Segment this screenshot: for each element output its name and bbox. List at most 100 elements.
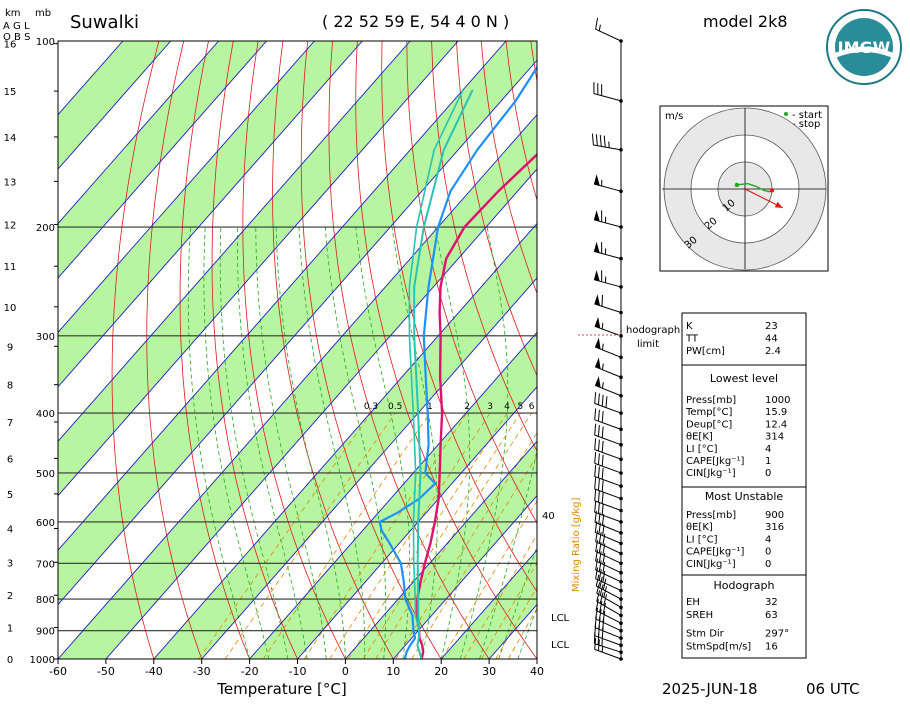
- mixing-ratio-value-label: 5: [518, 402, 524, 412]
- x-axis-label: Temperature [°C]: [216, 680, 346, 698]
- km-tick-label: 9: [7, 342, 13, 353]
- wind-barb-dot: [619, 614, 623, 618]
- mixing-ratio-value-label: 6: [529, 402, 535, 412]
- y-tick-label-mb: 600: [36, 518, 55, 529]
- wind-barb-dot: [619, 597, 623, 601]
- index-label: θE[K]: [686, 522, 713, 533]
- index-value: 0: [765, 559, 771, 570]
- wind-barb-flag: [602, 295, 603, 306]
- km-tick-label: 1: [7, 623, 13, 634]
- hodograph-start-marker: [784, 112, 788, 116]
- km-tick-label: 14: [4, 133, 17, 144]
- wind-barb-dot: [619, 375, 623, 379]
- index-label: Temp[°C]: [685, 407, 733, 418]
- x-tick-label: -10: [289, 665, 307, 678]
- y-tick-label-mb: 500: [36, 469, 55, 480]
- index-value: 0: [765, 468, 771, 479]
- wind-barb-dot: [619, 394, 623, 398]
- wind-barb-dot: [619, 589, 623, 593]
- km-tick-label: 6: [7, 454, 13, 465]
- agl-label: A G L: [3, 21, 30, 32]
- wind-barb-dot: [619, 356, 623, 360]
- hodograph-limit-label-2: limit: [637, 339, 659, 350]
- km-tick-label: 13: [4, 177, 17, 188]
- index-label: EH: [686, 597, 700, 608]
- hodograph-stop-point: [770, 188, 774, 192]
- model-label: model 2k8: [703, 12, 788, 31]
- y-tick-label-mb: 400: [36, 409, 55, 420]
- index-value: 12.4: [765, 419, 787, 430]
- index-value: 316: [765, 522, 784, 533]
- wind-barb-dot: [619, 39, 623, 43]
- index-value: 4: [765, 444, 771, 455]
- index-value: 63: [765, 610, 778, 621]
- wind-barb-dot: [619, 257, 623, 261]
- x-tick-label: -50: [97, 665, 115, 678]
- lcl-label-2: LCL: [551, 640, 570, 651]
- index-value: 1000: [765, 395, 790, 406]
- km-tick-label: 11: [4, 262, 17, 273]
- mixing-ratio-value-label: 2: [464, 402, 470, 412]
- index-section-title: Most Unstable: [705, 490, 784, 503]
- wind-barb-dot: [619, 285, 623, 289]
- index-value: 900: [765, 510, 784, 521]
- index-value: 2.4: [765, 346, 781, 357]
- wind-barb-dot: [619, 99, 623, 103]
- mixing-ratio-value-label: 0.5: [388, 402, 402, 412]
- index-label: Press[mb]: [686, 510, 736, 521]
- hodograph-limit-label-1: hodograph: [626, 325, 680, 336]
- y-tick-label-mb: 300: [36, 332, 55, 343]
- km-tick-label: 7: [7, 418, 13, 429]
- mixing-ratio-40-label: 40: [542, 511, 555, 522]
- index-value: 4: [765, 534, 771, 545]
- wind-barb-dot: [619, 225, 623, 229]
- wind-barb-dot: [619, 428, 623, 432]
- wind-barb-dot: [619, 497, 623, 501]
- y-tick-label-mb: 200: [36, 223, 55, 234]
- index-value: 15.9: [765, 407, 787, 418]
- index-label: LI [°C]: [686, 534, 718, 545]
- wind-barb-dot: [619, 471, 623, 475]
- mixing-ratio-value-label: 1: [427, 402, 433, 412]
- x-tick-label: 0: [342, 665, 349, 678]
- km-tick-label: 10: [4, 303, 17, 314]
- mixing-ratio-value-label: 0.3: [364, 402, 378, 412]
- x-tick-label: -20: [241, 665, 259, 678]
- lcl-label-1: LCL: [551, 613, 570, 624]
- hodograph-unit: m/s: [665, 111, 683, 122]
- x-tick-label: -60: [49, 665, 67, 678]
- mixing-ratio-axis-label: Mixing Ratio [g/kg]: [571, 497, 582, 592]
- index-label: TT: [685, 334, 699, 345]
- wind-barb-dot: [619, 509, 623, 513]
- index-label: Stm Dir: [686, 629, 725, 640]
- hodograph-start-point: [735, 183, 739, 187]
- index-value: 16: [765, 641, 778, 652]
- x-tick-label: -30: [193, 665, 211, 678]
- index-value: 0: [765, 547, 771, 558]
- index-value: 314: [765, 432, 784, 443]
- wind-barb-dot: [619, 580, 623, 584]
- index-value: 44: [765, 334, 778, 345]
- index-value: 23: [765, 321, 778, 332]
- wind-barb-dot: [619, 562, 623, 566]
- wind-barb-dot: [619, 189, 623, 193]
- x-tick-label: -40: [145, 665, 163, 678]
- index-label: LI [°C]: [686, 444, 718, 455]
- km-tick-label: 12: [4, 220, 17, 231]
- wind-barb-dot: [619, 542, 623, 546]
- wind-barb-halfflag: [602, 323, 603, 329]
- index-label: CIN[Jkg⁻¹]: [686, 559, 736, 570]
- y-tick-label-mb: 700: [36, 559, 55, 570]
- y-tick-label-mb: 100: [36, 37, 55, 48]
- index-label: SREH: [686, 610, 713, 621]
- index-label: StmSpd[m/s]: [686, 641, 751, 652]
- index-label: Deup[°C]: [686, 419, 732, 430]
- km-tick-label: 15: [4, 87, 17, 98]
- time-label: 06 UTC: [806, 680, 860, 698]
- index-label: CAPE[Jkg⁻¹]: [686, 456, 744, 467]
- wind-barb-dot: [619, 443, 623, 447]
- index-value: 1: [765, 456, 771, 467]
- wind-barb-dot: [619, 520, 623, 524]
